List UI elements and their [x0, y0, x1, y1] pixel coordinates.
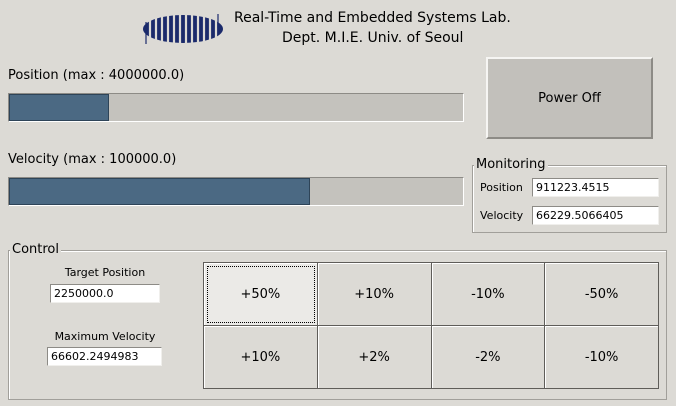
- control-group: [8, 250, 667, 400]
- velocity-progress-bar: [8, 177, 464, 206]
- velocity-plus-10-button[interactable]: +10%: [204, 326, 318, 389]
- step-button-grid: +50% +10% -10% -50% +10% +2% -2% -10%: [203, 262, 659, 389]
- position-progress-fill: [9, 94, 109, 121]
- velocity-plus-2-button[interactable]: +2%: [317, 326, 432, 389]
- velocity-minus-2-button[interactable]: -2%: [431, 326, 546, 389]
- dept-name-heading: Dept. M.I.E. Univ. of Seoul: [282, 30, 464, 46]
- velocity-progress-fill: [9, 178, 310, 205]
- target-position-input[interactable]: 2250000.0: [50, 284, 160, 303]
- velocity-bar-label: Velocity (max : 100000.0): [8, 152, 177, 167]
- position-minus-10-button[interactable]: -10%: [431, 263, 546, 326]
- position-plus-10-button[interactable]: +10%: [317, 263, 432, 326]
- monitor-position-label: Position: [480, 181, 523, 194]
- power-off-button[interactable]: Power Off: [486, 57, 653, 139]
- position-progress-bar: [8, 93, 464, 122]
- lab-name-heading: Real-Time and Embedded Systems Lab.: [234, 10, 511, 26]
- monitor-velocity-label: Velocity: [480, 209, 524, 222]
- position-plus-50-button[interactable]: +50%: [204, 263, 318, 326]
- max-velocity-input[interactable]: 66602.2494983: [47, 347, 162, 366]
- monitoring-group-title: Monitoring: [474, 157, 548, 172]
- monitor-position-field: 911223.4515: [532, 178, 659, 197]
- monitor-velocity-field: 66229.5066405: [532, 206, 659, 225]
- monitoring-group: [472, 165, 667, 233]
- position-minus-50-button[interactable]: -50%: [545, 263, 659, 326]
- max-velocity-label: Maximum Velocity: [54, 330, 156, 343]
- control-group-title: Control: [10, 242, 61, 257]
- university-logo-icon: [142, 12, 224, 46]
- velocity-minus-10-button[interactable]: -10%: [545, 326, 659, 389]
- position-bar-label: Position (max : 4000000.0): [8, 68, 185, 83]
- target-position-label: Target Position: [64, 266, 146, 279]
